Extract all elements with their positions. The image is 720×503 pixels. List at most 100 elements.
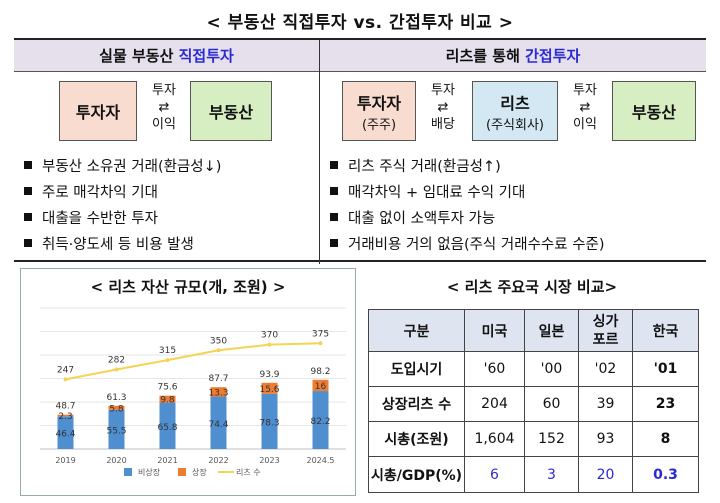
point-reits-count (63, 377, 68, 382)
bullet-square-icon (330, 187, 338, 195)
x-tick-label: 2024.5 (307, 456, 335, 465)
direct-asset-label: 부동산 (208, 103, 254, 122)
column-divider (319, 40, 320, 264)
page-title: < 부동산 직접투자 vs. 간접투자 비교 > (206, 13, 514, 33)
indirect-investor-label: 투자자 (356, 93, 402, 113)
direct-investor-label: 투자자 (75, 103, 121, 122)
indirect-flow-arrow-1: 투자 ⇄ 배당 (421, 82, 465, 133)
data-label-total: 75.6 (157, 383, 177, 393)
bar-listed (312, 379, 329, 392)
x-tick-label: 2019 (55, 456, 75, 465)
table-cell: '01 (632, 351, 699, 387)
reits-asset-chart-panel (20, 268, 356, 496)
market-comparison-table: 구분 미국 일본 싱가 포르 한국 도입시기 '60 '00 '02 '01 상… (368, 309, 699, 493)
point-reits-count (318, 341, 323, 346)
point-reits-count (114, 367, 119, 372)
indirect-investor-sub: (주주) (361, 117, 397, 133)
bullet-square-icon (24, 213, 32, 221)
bar-listed (57, 414, 74, 417)
legend-label: 리츠 수 (236, 468, 261, 477)
legend-swatch (124, 468, 132, 476)
indirect-flow-arrow-2: 투자 ⇄ 이익 (563, 82, 607, 133)
table-cell: 23 (632, 386, 699, 422)
table-cell: 60 (524, 386, 579, 422)
table-row: 상장리츠 수 204 60 39 23 (368, 386, 699, 422)
data-label-count: 370 (261, 331, 278, 341)
table-header-row: 구분 미국 일본 싱가 포르 한국 (368, 309, 699, 352)
header-cell: 일본 (524, 309, 579, 352)
table-cell: 20 (578, 456, 633, 493)
bar-listed (108, 405, 125, 410)
reits-sub: (주식회사) (486, 117, 544, 133)
bullet-text: 부동산 소유권 거래(환금성↓) (42, 159, 222, 175)
comparison-header: 실물 부동산 직접투자 리츠를 통해 간접투자 (14, 40, 706, 72)
direct-header-text: 실물 부동산 (99, 47, 179, 65)
data-label-unlisted: 55.5 (106, 426, 126, 436)
exchange-arrow-icon: ⇄ (579, 100, 591, 115)
table-row: 시총(조원) 1,604 152 93 8 (368, 421, 699, 457)
data-label-listed: 13.3 (208, 388, 228, 398)
data-label-listed: 15.6 (259, 385, 279, 395)
header-cell: 한국 (632, 309, 699, 352)
indirect-header: 리츠를 통해 간접투자 (320, 40, 706, 72)
data-label-unlisted: 65.8 (157, 423, 177, 433)
direct-bullet-list: 부동산 소유권 거래(환금성↓) 주로 매각차익 기대 대출을 수반한 투자 취… (24, 154, 221, 258)
reits-label: 리츠 (500, 93, 530, 113)
list-item: 부동산 소유권 거래(환금성↓) (24, 154, 221, 180)
table-cell: 8 (632, 421, 699, 457)
indirect-flow2-bottom: 이익 (573, 117, 597, 132)
indirect-investor-box: 투자자 (주주) (342, 81, 416, 141)
indirect-bullet-list: 리츠 주식 거래(환금성↑) 매각차익 + 임대료 수익 기대 대출 없이 소액… (330, 154, 605, 258)
indirect-flow1-top: 투자 (431, 83, 455, 98)
row-label: 시총/GDP(%) (368, 456, 465, 493)
direct-header-highlight: 직접투자 (178, 47, 234, 65)
table-cell: '60 (464, 351, 525, 387)
bullet-square-icon (24, 161, 32, 169)
point-reits-count (216, 348, 221, 353)
table-cell: 3 (524, 456, 579, 493)
legend-swatch (178, 468, 186, 476)
table-cell: 6 (464, 456, 525, 493)
data-label-unlisted: 78.3 (259, 418, 279, 428)
table-cell: 0.3 (632, 456, 699, 493)
data-label-unlisted: 74.4 (208, 420, 228, 430)
data-label-count: 350 (210, 336, 227, 346)
data-label-total: 87.7 (208, 374, 228, 384)
list-item: 거래비용 거의 없음(주식 거래수수료 수준) (330, 232, 605, 258)
data-label-unlisted: 46.4 (55, 430, 75, 440)
row-label: 시총(조원) (368, 421, 465, 457)
header-cell: 싱가 포르 (578, 309, 633, 352)
bullet-text: 리츠 주식 거래(환금성↑) (348, 159, 501, 175)
data-label-count: 282 (108, 355, 125, 365)
legend-label: 상장 (192, 467, 207, 477)
direct-asset-box: 부동산 (190, 81, 272, 141)
indirect-header-highlight: 간접투자 (525, 47, 581, 65)
direct-investor-box: 투자자 (59, 81, 137, 141)
direct-header: 실물 부동산 직접투자 (14, 40, 319, 72)
list-item: 대출을 수반한 투자 (24, 206, 221, 232)
bullet-text: 매각차익 + 임대료 수익 기대 (348, 185, 526, 201)
bullet-square-icon (330, 213, 338, 221)
list-item: 대출 없이 소액투자 가능 (330, 206, 605, 232)
table-row: 시총/GDP(%) 6 3 20 0.3 (368, 456, 699, 493)
table-cell: '00 (524, 351, 579, 387)
bar-unlisted (57, 416, 74, 449)
table-cell: 152 (524, 421, 579, 457)
header-cell: 구분 (368, 309, 465, 352)
bar-listed (261, 382, 278, 394)
table-cell: 39 (578, 386, 633, 422)
bar-unlisted (312, 391, 329, 449)
bar-unlisted (108, 409, 125, 449)
bullet-text: 대출 없이 소액투자 가능 (348, 211, 496, 227)
table-cell: 204 (464, 386, 525, 422)
table-cell: 1,604 (464, 421, 525, 457)
data-label-listed: 16 (315, 382, 327, 392)
bar-unlisted (210, 396, 227, 449)
list-item: 취득·양도세 등 비용 발생 (24, 232, 221, 258)
x-tick-label: 2023 (259, 456, 279, 465)
indirect-flow1-bottom: 배당 (431, 117, 455, 132)
indirect-asset-label: 부동산 (631, 103, 677, 122)
header-cell: 미국 (464, 309, 525, 352)
data-label-listed: 9.8 (160, 396, 175, 406)
point-reits-count (267, 342, 272, 347)
